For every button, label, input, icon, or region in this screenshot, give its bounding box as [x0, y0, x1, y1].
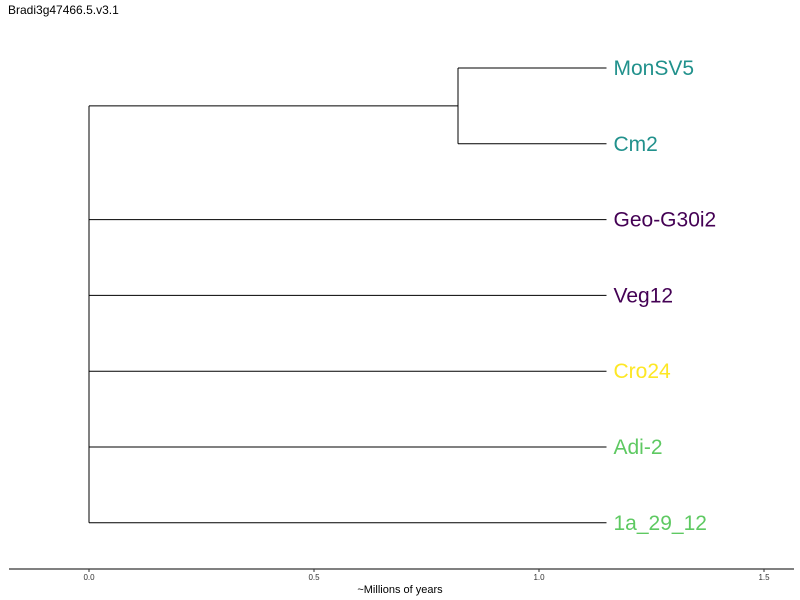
time-axis: 0.0 0.5 1.0 1.5 ~Millions of years — [9, 568, 794, 596]
axis-ticks: 0.0 0.5 1.0 1.5 — [83, 569, 770, 582]
tip-label: Geo-G30i2 — [614, 209, 717, 232]
tree-branches — [88, 67, 607, 524]
axis-tick-label: 0.5 — [308, 573, 320, 582]
tip-label: Adi-2 — [614, 436, 663, 459]
axis-tick-label: 1.0 — [533, 573, 545, 582]
tip-label: Veg12 — [614, 284, 674, 307]
axis-tick-label: 1.5 — [758, 573, 770, 582]
tip-label: 1a_29_12 — [614, 512, 707, 535]
tip-label: Cro24 — [614, 360, 672, 383]
axis-tick-label: 0.0 — [83, 573, 95, 582]
axis-title: ~Millions of years — [357, 584, 443, 596]
tip-label: MonSV5 — [614, 57, 695, 80]
tip-label: Cm2 — [614, 133, 658, 156]
tip-labels: MonSV5 Cm2 Geo-G30i2 Veg12 Cro24 Adi-2 1a_29_1… — [614, 57, 717, 535]
page-title: Bradi3g47466.5.v3.1 — [8, 3, 119, 17]
